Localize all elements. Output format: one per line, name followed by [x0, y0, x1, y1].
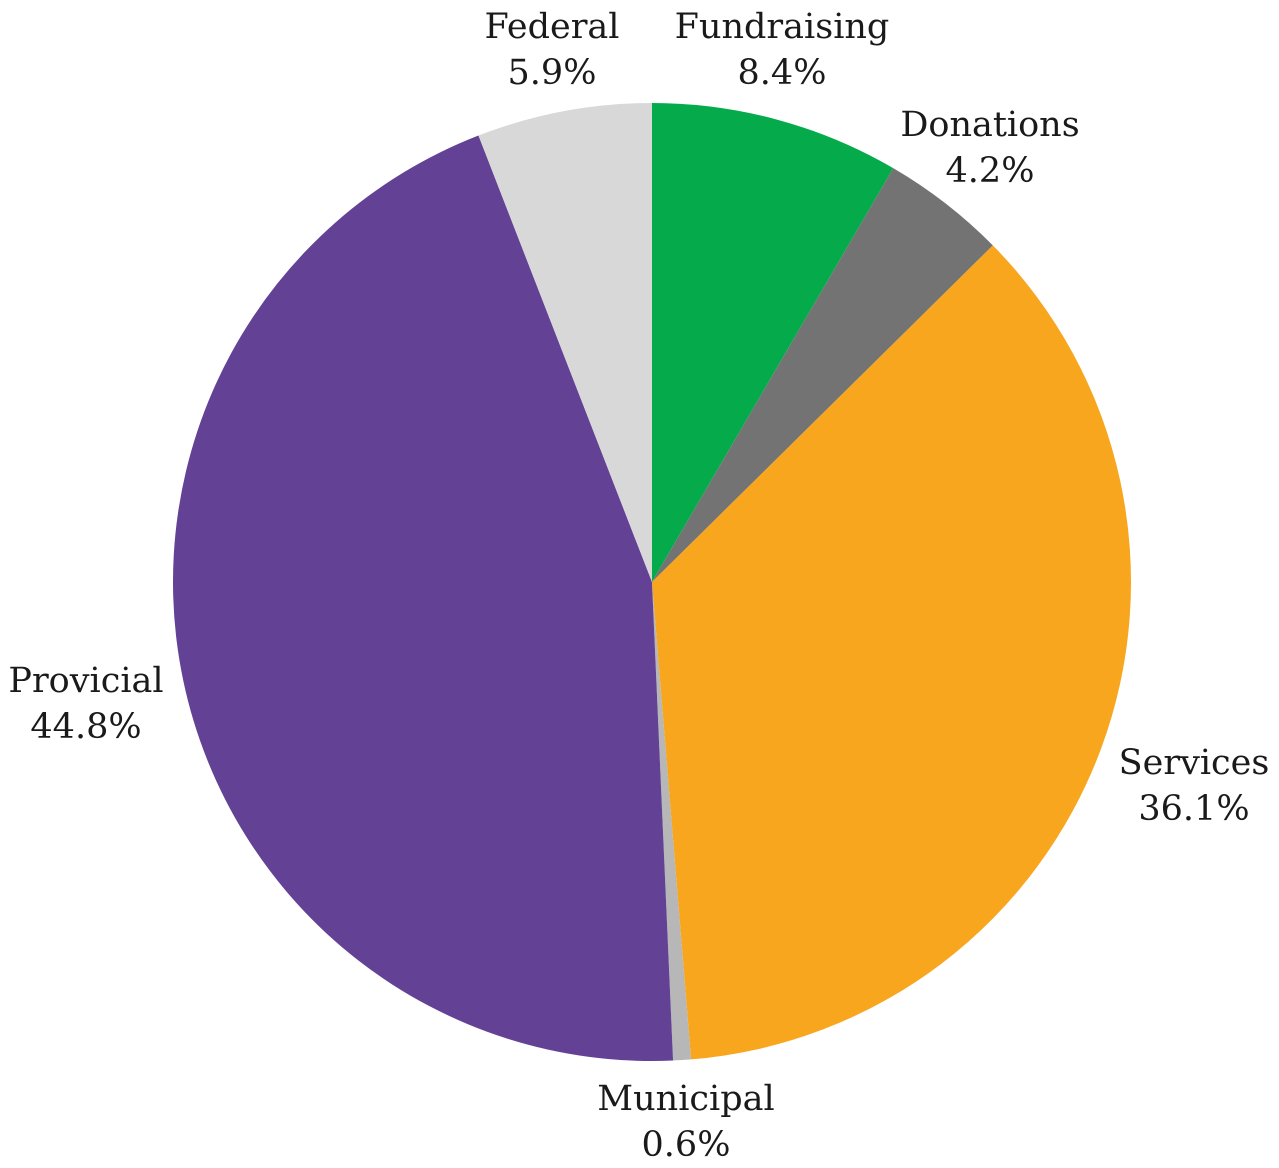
label-municipal-value: 0.6%: [641, 1125, 731, 1165]
slice-municipal: [652, 582, 692, 1061]
label-fundraising-name: Fundraising: [674, 7, 890, 47]
label-federal-name: Federal: [484, 7, 620, 47]
label-provicial: Provicial 44.8%: [8, 658, 163, 750]
slice-services: [652, 245, 1132, 1060]
label-provicial-value: 44.8%: [30, 707, 142, 747]
label-donations-name: Donations: [900, 105, 1080, 145]
label-services-value: 36.1%: [1138, 789, 1250, 829]
slice-donations: [652, 168, 993, 582]
label-donations-value: 4.2%: [945, 151, 1035, 191]
label-fundraising: Fundraising 8.4%: [675, 4, 890, 96]
label-services: Services 36.1%: [1119, 740, 1270, 832]
label-municipal-name: Municipal: [597, 1079, 775, 1119]
label-federal-value: 5.9%: [507, 53, 597, 93]
slice-provicial: [172, 135, 674, 1062]
slice-fundraising: [652, 103, 894, 582]
label-services-name: Services: [1118, 743, 1270, 783]
label-provicial-name: Provicial: [8, 661, 164, 701]
slice-federal: [478, 103, 652, 582]
label-fundraising-value: 8.4%: [737, 53, 827, 93]
label-federal: Federal 5.9%: [485, 4, 620, 96]
label-donations: Donations 4.2%: [900, 102, 1079, 194]
label-municipal: Municipal 0.6%: [597, 1076, 774, 1168]
